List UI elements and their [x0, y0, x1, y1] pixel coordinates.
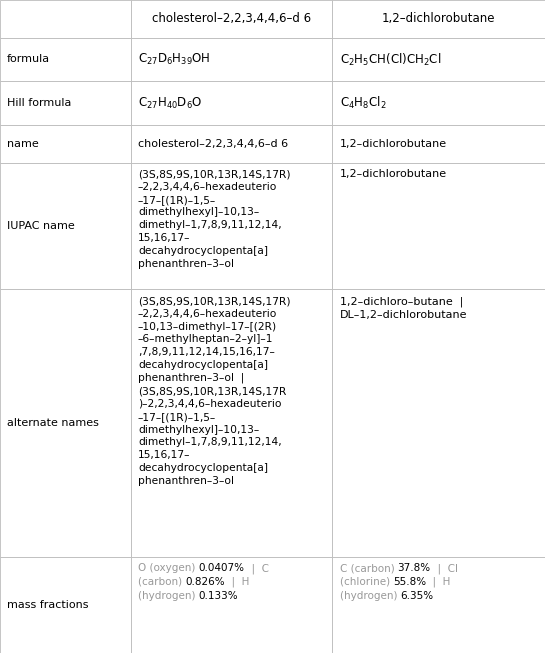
Bar: [0, 163, 131, 289]
Bar: [0, 125, 131, 163]
Bar: [131, 289, 332, 556]
Text: 0.826%: 0.826%: [185, 577, 225, 587]
Text: cholesterol–2,2,3,4,4,6–d 6: cholesterol–2,2,3,4,4,6–d 6: [138, 138, 288, 149]
Text: 1,2–dichlorobutane: 1,2–dichlorobutane: [340, 138, 447, 149]
Text: 0.0407%: 0.0407%: [198, 563, 245, 573]
Text: 37.8%: 37.8%: [397, 563, 431, 573]
Text: 1,2–dichlorobutane: 1,2–dichlorobutane: [340, 169, 447, 179]
Text: $\mathrm{C}_{4}\mathrm{H}_{8}\mathrm{Cl}_{2}$: $\mathrm{C}_{4}\mathrm{H}_{8}\mathrm{Cl}…: [340, 95, 386, 111]
Bar: [332, 125, 545, 163]
Text: (hydrogen): (hydrogen): [340, 590, 400, 601]
Bar: [131, 125, 332, 163]
Text: |  C: | C: [245, 563, 269, 573]
Text: (3S,8S,9S,10R,13R,14S,17R)
–2,2,3,4,4,6–hexadeuterio
–10,13–dimethyl–17–[(2R)
–6: (3S,8S,9S,10R,13R,14S,17R) –2,2,3,4,4,6–…: [138, 296, 290, 486]
Bar: [0, 38, 131, 81]
Text: IUPAC name: IUPAC name: [7, 221, 75, 231]
Bar: [332, 556, 545, 653]
Text: 55.8%: 55.8%: [393, 577, 426, 587]
Text: $\mathrm{C}_{27}\mathrm{D}_{6}\mathrm{H}_{39}\mathrm{OH}$: $\mathrm{C}_{27}\mathrm{D}_{6}\mathrm{H}…: [138, 52, 210, 67]
Text: $\mathrm{C}_{27}\mathrm{H}_{40}\mathrm{D}_{6}\mathrm{O}$: $\mathrm{C}_{27}\mathrm{H}_{40}\mathrm{D…: [138, 95, 202, 110]
Bar: [131, 163, 332, 289]
Bar: [131, 81, 332, 125]
Bar: [0, 556, 131, 653]
Text: 1,2–dichlorobutane: 1,2–dichlorobutane: [382, 12, 495, 25]
Bar: [332, 163, 545, 289]
Bar: [332, 289, 545, 556]
Text: Hill formula: Hill formula: [7, 98, 71, 108]
Text: (3S,8S,9S,10R,13R,14S,17R)
–2,2,3,4,4,6–hexadeuterio
–17–[(1R)–1,5–
dimethylhexy: (3S,8S,9S,10R,13R,14S,17R) –2,2,3,4,4,6–…: [138, 169, 290, 268]
Bar: [332, 81, 545, 125]
Text: C (carbon): C (carbon): [340, 563, 397, 573]
Text: cholesterol–2,2,3,4,4,6–d 6: cholesterol–2,2,3,4,4,6–d 6: [152, 12, 311, 25]
Text: formula: formula: [7, 54, 50, 65]
Bar: [131, 556, 332, 653]
Text: O (oxygen): O (oxygen): [138, 563, 198, 573]
Text: 1,2–dichloro–butane  |
DL–1,2–dichlorobutane: 1,2–dichloro–butane | DL–1,2–dichlorobut…: [340, 296, 467, 320]
Text: mass fractions: mass fractions: [7, 599, 89, 610]
Bar: [332, 38, 545, 81]
Bar: [131, 38, 332, 81]
Bar: [0, 289, 131, 556]
Text: (hydrogen): (hydrogen): [138, 590, 198, 601]
Text: 0.133%: 0.133%: [198, 590, 238, 601]
Text: |  Cl: | Cl: [431, 563, 458, 573]
Text: |  H: | H: [426, 577, 450, 587]
Bar: [131, 0, 332, 38]
Text: 6.35%: 6.35%: [400, 590, 433, 601]
Text: (carbon): (carbon): [138, 577, 185, 587]
Text: alternate names: alternate names: [7, 418, 99, 428]
Text: (chlorine): (chlorine): [340, 577, 393, 587]
Bar: [332, 0, 545, 38]
Text: |  H: | H: [225, 577, 249, 587]
Bar: [0, 0, 131, 38]
Bar: [0, 81, 131, 125]
Text: $\mathrm{C}_{2}\mathrm{H}_{5}\mathrm{CH(Cl)CH}_{2}\mathrm{Cl}$: $\mathrm{C}_{2}\mathrm{H}_{5}\mathrm{CH(…: [340, 52, 441, 67]
Text: name: name: [7, 138, 39, 149]
